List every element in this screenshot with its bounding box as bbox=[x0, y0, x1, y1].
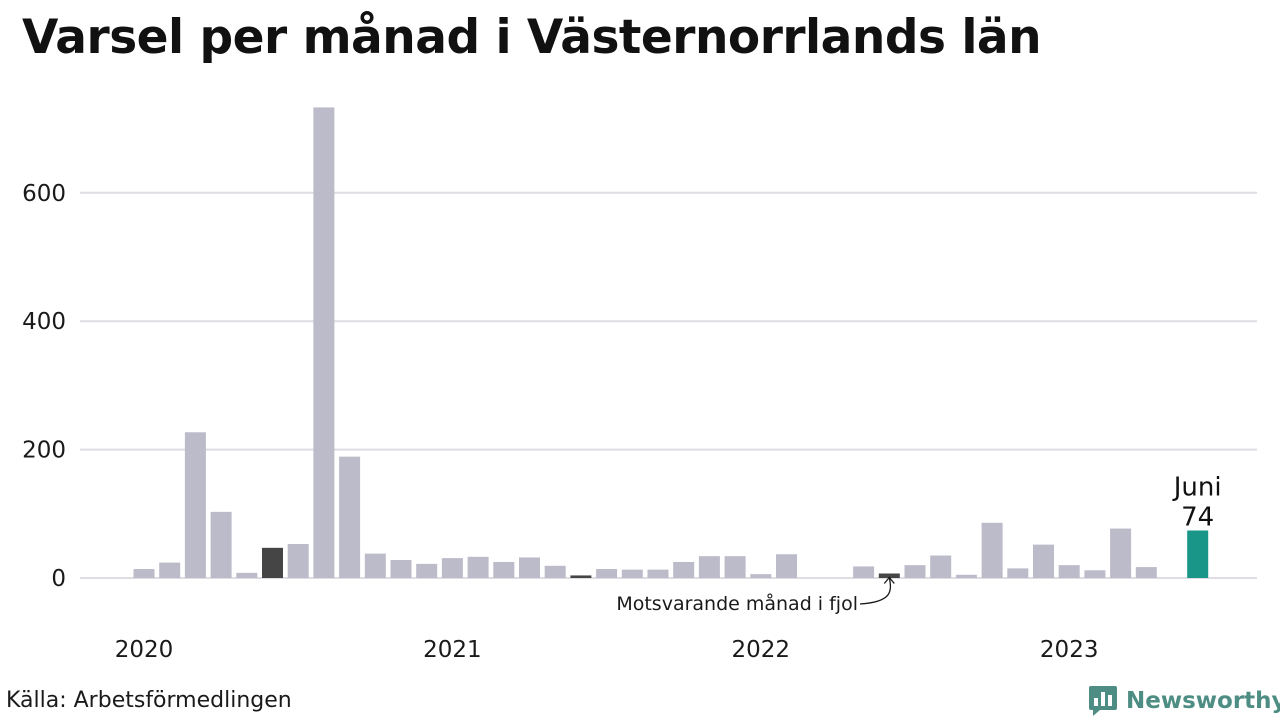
bar-2020-03 bbox=[184, 432, 206, 578]
bar-2020-05 bbox=[236, 572, 258, 578]
bar-2020-02 bbox=[159, 562, 181, 578]
annotation-text: Motsvarande månad i fjol bbox=[616, 592, 858, 615]
annotation-arrow bbox=[859, 577, 892, 605]
bar-2021-05 bbox=[544, 565, 566, 578]
bar-2020-10 bbox=[364, 553, 386, 578]
bar-2023-03 bbox=[1110, 528, 1132, 578]
bar-2020-11 bbox=[390, 560, 412, 578]
bar-2021-10 bbox=[673, 561, 695, 578]
bar-2020-12 bbox=[416, 563, 438, 578]
newsworthy-logo-icon bbox=[1089, 686, 1117, 716]
bar-2021-02 bbox=[467, 556, 489, 578]
bar-2022-07 bbox=[904, 565, 926, 578]
highlight-value-label: 74 bbox=[1181, 502, 1214, 532]
bar-2022-11 bbox=[1007, 568, 1029, 578]
x-tick-label: 2022 bbox=[732, 637, 791, 663]
highlight-label: Juni 74 bbox=[1172, 472, 1222, 532]
x-tick-label: 2021 bbox=[423, 637, 482, 663]
y-tick-label: 0 bbox=[51, 566, 66, 592]
bar-2021-12 bbox=[724, 556, 746, 578]
bar-2023-02 bbox=[1084, 570, 1106, 578]
highlight-month-label: Juni bbox=[1172, 472, 1222, 502]
y-axis-ticks: 0 200 400 600 bbox=[22, 181, 66, 592]
bar-2022-10 bbox=[981, 522, 1003, 578]
x-axis-ticks: 2020 2021 2022 2023 bbox=[115, 637, 1099, 663]
x-tick-label: 2023 bbox=[1040, 637, 1099, 663]
bar-2021-07 bbox=[596, 569, 618, 578]
bar-2023-01 bbox=[1058, 565, 1080, 578]
bar-2023-04 bbox=[1135, 567, 1157, 578]
bar-2021-09 bbox=[647, 569, 669, 578]
bar-2021-06 bbox=[570, 575, 592, 578]
bar-2022-12 bbox=[1033, 544, 1054, 578]
bar-2020-07 bbox=[287, 543, 309, 578]
annotation-arrowhead bbox=[883, 576, 895, 584]
y-tick-label: 600 bbox=[22, 181, 66, 207]
bar-2023-06 bbox=[1187, 530, 1209, 578]
gridlines bbox=[80, 191, 1257, 579]
bar-2020-01 bbox=[133, 569, 155, 578]
bar-2021-01 bbox=[441, 558, 463, 578]
brand-name: Newsworthy bbox=[1126, 688, 1280, 714]
annotation: Motsvarande månad i fjol bbox=[616, 576, 895, 615]
bar-2021-03 bbox=[493, 561, 515, 578]
bars bbox=[133, 107, 1209, 578]
bar-2020-09 bbox=[339, 456, 361, 578]
y-tick-label: 200 bbox=[22, 438, 66, 464]
bar-2022-02 bbox=[776, 554, 797, 578]
chart-title: Varsel per månad i Västernorrlands län bbox=[22, 10, 1042, 65]
bar-2021-11 bbox=[698, 556, 720, 578]
brand-logo: Newsworthy bbox=[1088, 684, 1280, 718]
bar-2021-08 bbox=[621, 569, 643, 578]
bar-2021-04 bbox=[519, 557, 540, 578]
bar-2022-06 bbox=[878, 573, 900, 578]
bar-2022-09 bbox=[955, 574, 977, 578]
bar-2022-01 bbox=[750, 574, 772, 578]
source-note: Källa: Arbetsförmedlingen bbox=[6, 688, 292, 713]
bar-2020-04 bbox=[210, 511, 232, 578]
x-tick-label: 2020 bbox=[115, 637, 174, 663]
bar-2022-08 bbox=[930, 555, 952, 578]
bar-2020-06 bbox=[262, 547, 283, 578]
y-tick-label: 400 bbox=[22, 309, 66, 335]
bar-2020-08 bbox=[313, 107, 335, 578]
bar-2022-05 bbox=[853, 566, 875, 578]
